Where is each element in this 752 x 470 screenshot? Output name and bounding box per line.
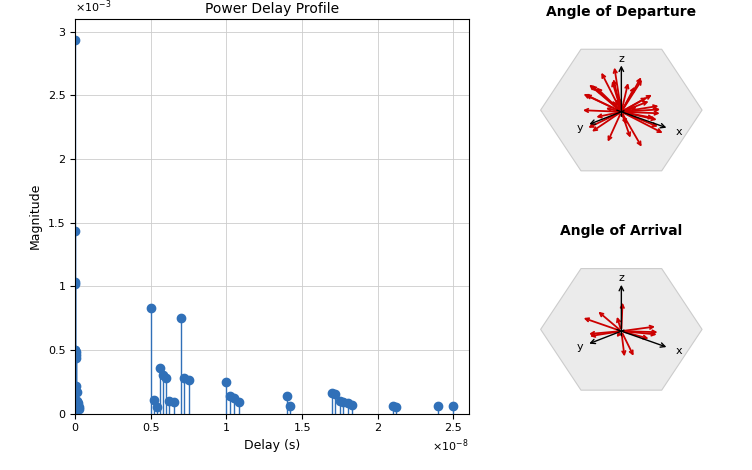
- Text: x: x: [675, 346, 682, 356]
- Title: Power Delay Profile: Power Delay Profile: [205, 2, 339, 16]
- Y-axis label: Magnitude: Magnitude: [29, 183, 42, 250]
- Text: y: y: [576, 123, 583, 133]
- Title: Angle of Arrival: Angle of Arrival: [560, 224, 683, 238]
- Text: z: z: [618, 273, 624, 283]
- Text: y: y: [576, 342, 583, 352]
- Polygon shape: [541, 268, 702, 390]
- X-axis label: Delay (s): Delay (s): [244, 439, 300, 452]
- Title: Angle of Departure: Angle of Departure: [546, 5, 696, 19]
- Polygon shape: [541, 49, 702, 171]
- Text: z: z: [618, 54, 624, 64]
- Text: $\times10^{-8}$: $\times10^{-8}$: [432, 437, 468, 454]
- Text: $\times10^{-3}$: $\times10^{-3}$: [75, 0, 111, 15]
- Text: x: x: [675, 127, 682, 137]
